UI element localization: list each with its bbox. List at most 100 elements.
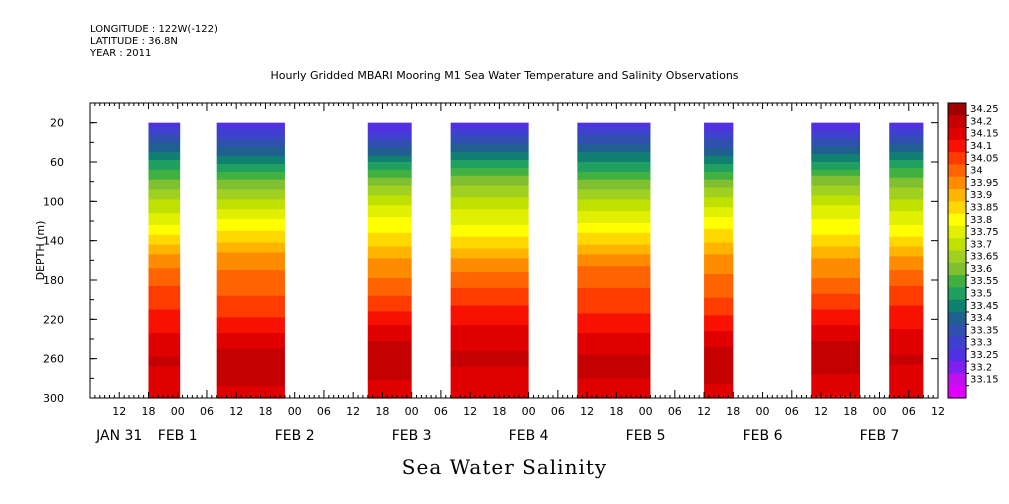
salinity-cell: [450, 384, 529, 387]
salinity-cell: [367, 246, 412, 250]
salinity-cell: [216, 346, 285, 350]
salinity-cell: [889, 297, 924, 301]
colorbar-swatch: [948, 311, 966, 325]
colorbar-label: 33.5: [970, 289, 992, 300]
salinity-cell: [889, 380, 924, 383]
salinity-cell: [889, 280, 924, 283]
salinity-cell: [704, 232, 734, 236]
salinity-cell: [148, 366, 181, 370]
salinity-cell: [889, 240, 924, 244]
salinity-cell: [889, 301, 924, 305]
salinity-cell: [704, 189, 734, 193]
salinity-cell: [216, 305, 285, 309]
salinity-cell: [216, 384, 285, 387]
salinity-cell: [704, 171, 734, 175]
salinity-cell: [367, 272, 412, 275]
salinity-cell: [367, 356, 412, 360]
salinity-cell: [577, 203, 651, 206]
salinity-cell: [216, 293, 285, 297]
salinity-cell: [577, 158, 651, 161]
salinity-cell: [216, 224, 285, 228]
salinity-cell: [367, 211, 412, 214]
salinity-cell: [216, 222, 285, 226]
salinity-cell: [704, 230, 734, 234]
salinity-cell: [577, 144, 651, 147]
salinity-cell: [148, 201, 181, 204]
salinity-cell: [450, 260, 529, 263]
salinity-cell: [811, 325, 861, 328]
salinity-cell: [450, 158, 529, 161]
salinity-cell: [450, 285, 529, 289]
salinity-cell: [704, 242, 734, 246]
salinity-cell: [450, 281, 529, 285]
salinity-cell: [367, 281, 412, 285]
salinity-cell: [811, 209, 861, 212]
salinity-cell: [450, 205, 529, 208]
salinity-cell: [704, 356, 734, 360]
colorbar-swatch: [948, 238, 966, 251]
salinity-cell: [148, 238, 181, 242]
salinity-cell: [367, 213, 412, 216]
salinity-cell: [216, 134, 285, 138]
salinity-cell: [704, 215, 734, 218]
salinity-cell: [704, 301, 734, 305]
salinity-cell: [704, 203, 734, 206]
salinity-cell: [148, 150, 181, 153]
salinity-cell: [216, 167, 285, 171]
salinity-cell: [889, 134, 924, 138]
salinity-cell: [216, 171, 285, 175]
salinity-cell: [367, 378, 412, 381]
salinity-cell: [811, 368, 861, 372]
salinity-cell: [577, 384, 651, 387]
salinity-cell: [811, 280, 861, 283]
salinity-cell: [367, 165, 412, 169]
salinity-cell: [450, 356, 529, 360]
salinity-cell: [577, 211, 651, 214]
salinity-cell: [367, 240, 412, 244]
colorbar-label: 33.15: [970, 375, 999, 386]
salinity-cell: [148, 317, 181, 320]
salinity-cell: [367, 189, 412, 193]
salinity-cell: [889, 185, 924, 189]
salinity-cell: [577, 171, 651, 175]
salinity-cell: [450, 209, 529, 212]
salinity-cell: [577, 193, 651, 197]
salinity-cell: [216, 280, 285, 283]
salinity-cell: [367, 305, 412, 309]
salinity-cell: [811, 195, 861, 198]
salinity-cell: [811, 337, 861, 340]
salinity-cell: [216, 156, 285, 159]
x-hour-label: 06: [200, 405, 214, 418]
salinity-cell: [704, 315, 734, 318]
salinity-cell: [216, 370, 285, 374]
salinity-cell: [367, 185, 412, 189]
salinity-cell: [367, 396, 412, 399]
salinity-cell: [148, 203, 181, 206]
salinity-cell: [450, 272, 529, 275]
salinity-cell: [367, 201, 412, 204]
salinity-cell: [367, 276, 412, 279]
x-hour-label: 12: [346, 405, 360, 418]
colorbar-swatch: [948, 213, 966, 227]
colorbar-swatch: [948, 348, 966, 362]
salinity-cell: [811, 340, 861, 344]
salinity-cell: [216, 339, 285, 342]
y-tick-label: 220: [43, 313, 64, 326]
salinity-cell: [889, 181, 924, 185]
salinity-cell: [450, 305, 529, 309]
salinity-cell: [811, 181, 861, 185]
salinity-cell: [577, 146, 651, 149]
salinity-cell: [216, 221, 285, 224]
salinity-cell: [450, 378, 529, 381]
salinity-cell: [148, 274, 181, 277]
salinity-cell: [811, 142, 861, 145]
salinity-cell: [889, 342, 924, 346]
salinity-cell: [811, 132, 861, 136]
salinity-cell: [450, 124, 529, 128]
salinity-cell: [577, 344, 651, 348]
salinity-cell: [450, 270, 529, 273]
salinity-cell: [811, 136, 861, 139]
colorbar-label: 33.65: [970, 252, 999, 263]
colorbar-label: 33.2: [970, 362, 992, 373]
salinity-cell: [450, 368, 529, 372]
